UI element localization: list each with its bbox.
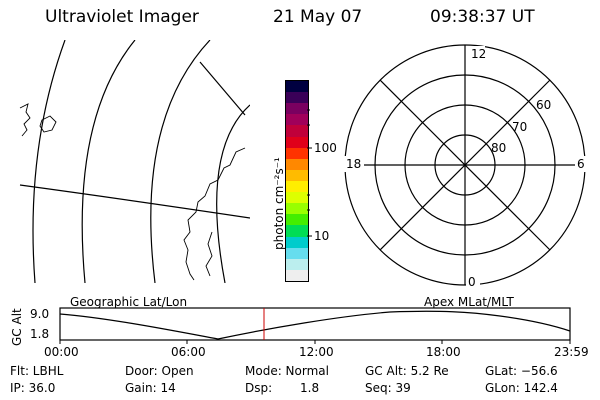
ip-status: IP: 36.0 <box>10 381 56 395</box>
colorbar-band-3 <box>286 114 308 126</box>
polar-diagonal-2 <box>379 79 551 251</box>
timeline-ytick-low: 1.8 <box>30 327 50 341</box>
colorbar-band-15 <box>286 247 308 259</box>
colorbar-band-16 <box>286 258 308 270</box>
dsp-value: 1.8 <box>300 381 320 395</box>
colorbar-band-7 <box>286 158 308 170</box>
mode-status: Mode: Normal <box>245 364 329 378</box>
colorbar-band-6 <box>286 147 308 159</box>
filter-status: Flt: LBHL <box>10 364 64 378</box>
polar-lat-80: 80 <box>491 141 507 155</box>
colorbar-band-8 <box>286 169 308 181</box>
map-meridian-3 <box>150 40 211 283</box>
polar-label-12: 12 <box>471 47 487 61</box>
coastline-west <box>19 103 31 137</box>
coastline-east <box>183 147 246 281</box>
colorbar-band-10 <box>286 192 308 204</box>
polar-lat-60: 60 <box>536 98 552 112</box>
gc-altitude-status: GC Alt: 5.2 Re <box>365 364 449 378</box>
timeline-xtick-1200: 12:00 <box>299 345 334 359</box>
timeline-xtick-0000: 00:00 <box>44 345 79 359</box>
geo-longitude-status: GLon: 142.4 <box>485 381 558 395</box>
island-outline <box>39 115 57 133</box>
colorbar-band-2 <box>286 103 308 115</box>
gain-status: Gain: 14 <box>125 381 176 395</box>
colorbar-band-0 <box>286 81 308 93</box>
timeline-xtick-0600: 06:00 <box>171 345 206 359</box>
color-scale-bar <box>285 80 309 282</box>
map-meridian-4 <box>216 104 250 283</box>
colorbar-band-4 <box>286 125 308 137</box>
colorbar-band-1 <box>286 92 308 104</box>
polar-label-18: 18 <box>346 157 362 171</box>
geo-latitude-status: GLat: −56.6 <box>485 364 558 378</box>
coastline-east-2 <box>205 231 213 277</box>
dsp-label: Dsp: <box>245 381 273 395</box>
colorbar-tick-100: 100 <box>314 141 337 155</box>
instrument-title: Ultraviolet Imager <box>45 7 199 27</box>
colorbar-band-5 <box>286 136 308 148</box>
polar-label-0: 0 <box>468 275 476 289</box>
timeline-xtick-1800: 18:00 <box>426 345 461 359</box>
map-meridian-2 <box>81 40 136 283</box>
polar-label-6: 6 <box>577 157 585 171</box>
timeline-apex-title: Apex MLat/MLT <box>424 295 514 309</box>
colorbar-band-12 <box>286 214 308 226</box>
time-label: 09:38:37 UT <box>430 7 535 27</box>
date-label: 21 May 07 <box>273 7 363 27</box>
colorbar-tick-10: 10 <box>314 229 330 243</box>
sequence-status: Seq: 39 <box>365 381 411 395</box>
polar-lat-70: 70 <box>512 120 528 134</box>
colorbar-band-9 <box>286 180 308 193</box>
colorbar-band-13 <box>286 225 308 237</box>
colorbar-band-17 <box>286 269 308 281</box>
map-diagonal <box>199 61 246 116</box>
door-status: Door: Open <box>125 364 194 378</box>
timeline-geo-title: Geographic Lat/Lon <box>70 295 188 309</box>
colorbar-band-14 <box>286 236 308 248</box>
map-meridian-1 <box>32 40 66 283</box>
altitude-curve <box>59 310 571 340</box>
timeline-xtick-2359: 23:59 <box>554 345 589 359</box>
colorbar-band-11 <box>286 203 308 215</box>
map-parallel <box>19 184 250 219</box>
timeline-ytick-high: 9.0 <box>30 307 50 321</box>
